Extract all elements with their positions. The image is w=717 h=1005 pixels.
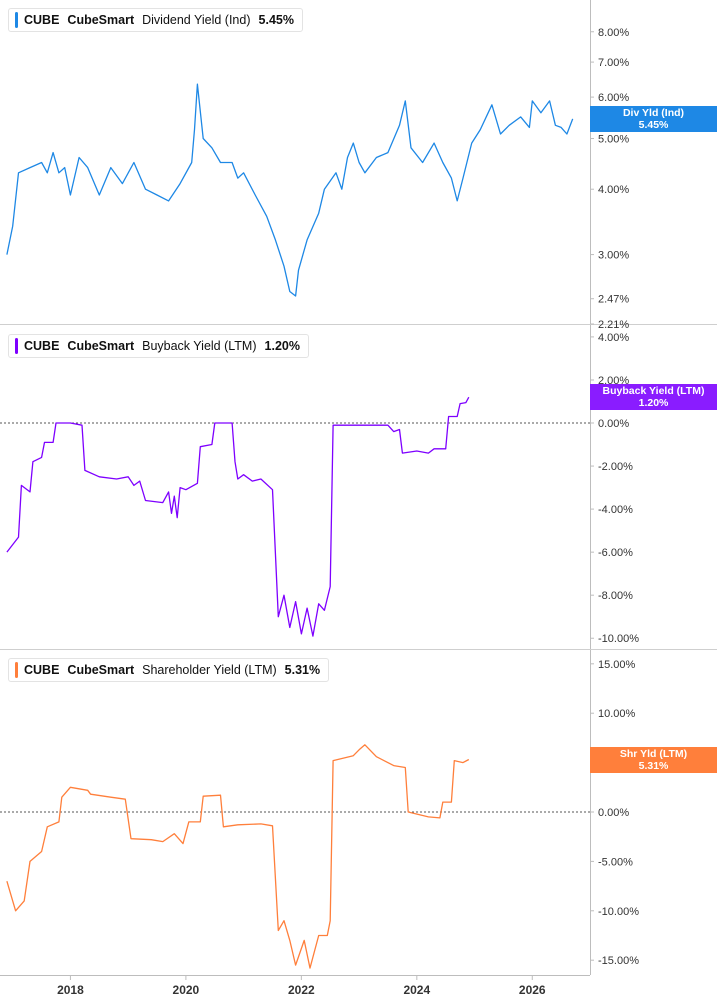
series-line <box>6 744 470 969</box>
legend-swatch-3 <box>15 662 18 678</box>
x-tick-label: 2020 <box>173 983 200 997</box>
y-tick-label: -8.00% <box>598 590 633 602</box>
legend-panel-2: CUBE CubeSmart Buyback Yield (LTM) 1.20% <box>8 334 309 358</box>
value-tag-label: Shr Yld (LTM) <box>619 747 688 760</box>
legend-swatch-2 <box>15 338 18 354</box>
y-tick-label: -10.00% <box>598 906 639 918</box>
y-tick-label: -5.00% <box>598 856 633 868</box>
y-tick-label: -6.00% <box>598 547 633 559</box>
value-tag-value: 1.20% <box>638 397 669 410</box>
y-tick-label: 2.47% <box>598 294 629 306</box>
series-line <box>6 83 574 297</box>
legend-series-name: Dividend Yield (Ind) <box>142 13 251 27</box>
y-tick-label: -2.00% <box>598 461 633 473</box>
value-tag-buyback: Buyback Yield (LTM) 1.20% <box>590 384 717 411</box>
y-tick-label: 4.00% <box>598 332 629 344</box>
y-tick-label: -15.00% <box>598 955 639 967</box>
legend-swatch-1 <box>15 12 18 28</box>
value-tag-value: 5.45% <box>638 118 669 131</box>
legend-company: CubeSmart <box>67 663 135 677</box>
value-tag-label: Buyback Yield (LTM) <box>602 385 705 398</box>
value-tag-shareholder: Shr Yld (LTM) 5.31% <box>590 746 717 773</box>
value-tag-dividend: Div Yld (Ind) 5.45% <box>590 105 717 132</box>
y-tick-label: 10.00% <box>598 708 636 720</box>
value-tag-label: Div Yld (Ind) <box>622 106 685 119</box>
y-tick-label: 15.00% <box>598 659 636 671</box>
y-tick-label: 0.00% <box>598 418 629 430</box>
legend-panel-3: CUBE CubeSmart Shareholder Yield (LTM) 5… <box>8 658 330 682</box>
legend-last-value: 1.20% <box>264 339 300 353</box>
legend-ticker: CUBE <box>24 663 60 677</box>
legend-ticker: CUBE <box>24 339 60 353</box>
y-tick-label: 8.00% <box>598 27 629 39</box>
y-tick-label: 3.00% <box>598 250 629 262</box>
y-tick-label: 0.00% <box>598 807 629 819</box>
legend-series-name: Buyback Yield (LTM) <box>142 339 257 353</box>
legend-ticker: CUBE <box>24 13 60 27</box>
x-tick-label: 2026 <box>519 983 546 997</box>
y-tick-label: 2.00% <box>598 375 629 387</box>
y-tick-label: -4.00% <box>598 504 633 516</box>
legend-company: CubeSmart <box>67 339 135 353</box>
y-tick-label: 4.00% <box>598 184 629 196</box>
legend-last-value: 5.45% <box>258 13 294 27</box>
legend-last-value: 5.31% <box>284 663 321 677</box>
x-tick-label: 2018 <box>57 983 84 997</box>
x-tick-label: 2022 <box>288 983 315 997</box>
value-tag-value: 5.31% <box>638 759 669 772</box>
legend-panel-1: CUBE CubeSmart Dividend Yield (Ind) 5.45… <box>8 8 303 32</box>
y-tick-label: 7.00% <box>598 57 629 69</box>
legend-series-name: Shareholder Yield (LTM) <box>142 663 277 677</box>
y-tick-label: 2.21% <box>598 319 629 331</box>
y-tick-label: -10.00% <box>598 633 639 645</box>
y-tick-label: 5.00% <box>598 134 629 146</box>
x-tick-label: 2024 <box>403 983 430 997</box>
series-line <box>6 396 470 637</box>
legend-company: CubeSmart <box>67 13 135 27</box>
y-tick-label: 6.00% <box>598 92 629 104</box>
